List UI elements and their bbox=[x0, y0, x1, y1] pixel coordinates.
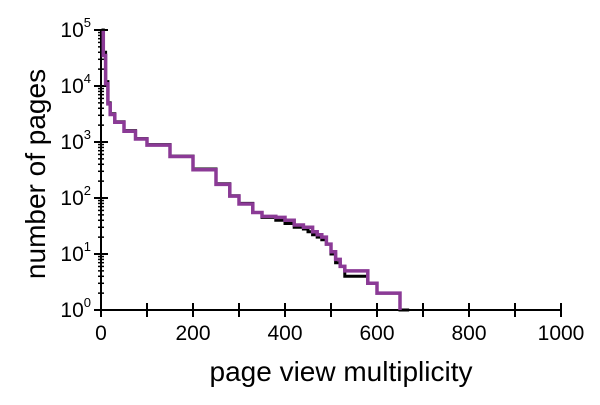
x-tick-label: 600 bbox=[359, 322, 394, 345]
y-tick-label: 103 bbox=[60, 127, 91, 154]
y-tick-exponent: 5 bbox=[84, 15, 91, 30]
series-line-1 bbox=[101, 28, 410, 312]
x-axis-title: page view multiplicity bbox=[210, 356, 473, 387]
x-axis-ticks: 0 200 400 600 800 1000 bbox=[95, 303, 584, 345]
x-tick-label: 800 bbox=[451, 322, 486, 345]
x-tick-label: 200 bbox=[175, 322, 210, 345]
series-group bbox=[101, 28, 410, 312]
y-tick-exponent: 3 bbox=[84, 127, 91, 142]
y-tick-exponent: 4 bbox=[84, 71, 91, 86]
y-tick-base: 10 bbox=[60, 299, 83, 322]
series-line-2 bbox=[101, 30, 402, 310]
y-tick-exponent: 0 bbox=[84, 295, 91, 310]
y-tick-label: 100 bbox=[60, 295, 91, 322]
y-tick-base: 10 bbox=[60, 75, 83, 98]
y-tick-base: 10 bbox=[60, 131, 83, 154]
y-tick-exponent: 2 bbox=[84, 183, 91, 198]
x-tick-label: 0 bbox=[95, 322, 107, 345]
x-tick-label: 1000 bbox=[538, 322, 585, 345]
y-tick-label: 105 bbox=[60, 15, 91, 42]
y-tick-exponent: 1 bbox=[84, 239, 91, 254]
x-tick-label: 400 bbox=[267, 322, 302, 345]
y-tick-base: 10 bbox=[60, 19, 83, 42]
y-tick-base: 10 bbox=[60, 243, 83, 266]
y-tick-label: 101 bbox=[60, 239, 91, 266]
y-axis-title: number of pages bbox=[20, 69, 51, 279]
y-tick-base: 10 bbox=[60, 187, 83, 210]
y-tick-label: 104 bbox=[60, 71, 91, 98]
axes bbox=[100, 30, 561, 311]
y-tick-label: 102 bbox=[60, 183, 91, 210]
